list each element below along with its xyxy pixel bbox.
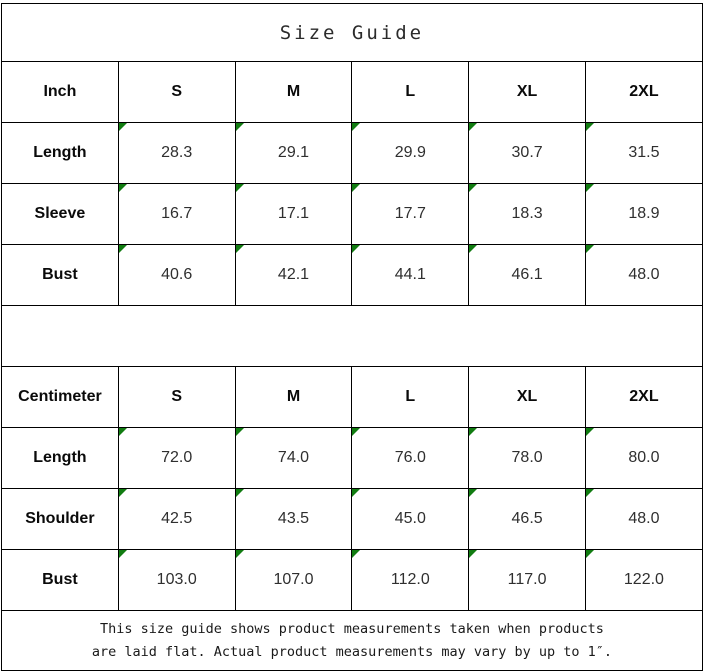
inch-bust-s: 40.6 [117, 244, 236, 306]
cm-length-2xl: 80.0 [584, 427, 703, 489]
table-row: Bust 103.0 107.0 112.0 117.0 122.0 [1, 549, 703, 611]
cm-shoulder-m: 43.5 [234, 488, 353, 550]
cm-length-l: 76.0 [351, 427, 470, 489]
inch-length-2xl: 31.5 [584, 122, 703, 184]
cm-size-header-s: S [117, 366, 236, 428]
cm-row-label-bust: Bust [1, 549, 119, 611]
inch-size-header-l: L [351, 61, 470, 123]
cm-size-header-2xl: 2XL [584, 366, 703, 428]
table-row: Bust 40.6 42.1 44.1 46.1 48.0 [1, 244, 703, 306]
inch-sleeve-l: 17.7 [351, 183, 470, 245]
inch-size-header-s: S [117, 61, 236, 123]
inch-bust-xl: 46.1 [468, 244, 586, 306]
cm-shoulder-l: 45.0 [351, 488, 470, 550]
inch-sleeve-xl: 18.3 [468, 183, 586, 245]
inch-size-header-xl: XL [468, 61, 586, 123]
cm-bust-xl: 117.0 [468, 549, 586, 611]
cm-length-xl: 78.0 [468, 427, 586, 489]
inch-length-m: 29.1 [234, 122, 353, 184]
inch-header-row: Inch S M L XL 2XL [1, 61, 703, 123]
inch-row-label-bust: Bust [1, 244, 119, 306]
cm-length-s: 72.0 [117, 427, 236, 489]
note-line-1: This size guide shows product measuremen… [99, 621, 604, 638]
table-row: Shoulder 42.5 43.5 45.0 46.5 48.0 [1, 488, 703, 550]
cm-size-header-l: L [351, 366, 470, 428]
cm-bust-s: 103.0 [117, 549, 236, 611]
size-guide-note: This size guide shows product measuremen… [1, 610, 703, 671]
inch-bust-2xl: 48.0 [584, 244, 703, 306]
inch-sleeve-s: 16.7 [117, 183, 236, 245]
inch-size-header-2xl: 2XL [584, 61, 703, 123]
inch-unit-header: Inch [1, 61, 119, 123]
inch-length-s: 28.3 [117, 122, 236, 184]
cm-size-header-m: M [234, 366, 353, 428]
inch-row-label-length: Length [1, 122, 119, 184]
cm-row-label-length: Length [1, 427, 119, 489]
size-guide-panel: Size Guide Inch S M L XL 2XL Length 28.3… [0, 3, 704, 671]
centimeter-header-row: Centimeter S M L XL 2XL [1, 366, 703, 428]
inch-length-l: 29.9 [351, 122, 470, 184]
note-row: This size guide shows product measuremen… [1, 610, 703, 671]
page-title: Size Guide [1, 3, 703, 62]
inch-sleeve-m: 17.1 [234, 183, 353, 245]
note-line-2: are laid flat. Actual product measuremen… [91, 643, 613, 660]
inch-size-header-m: M [234, 61, 353, 123]
cm-row-label-shoulder: Shoulder [1, 488, 119, 550]
size-guide-table: Size Guide Inch S M L XL 2XL Length 28.3… [1, 3, 703, 671]
inch-sleeve-2xl: 18.9 [584, 183, 703, 245]
cm-length-m: 74.0 [234, 427, 353, 489]
inch-length-xl: 30.7 [468, 122, 586, 184]
table-row: Length 28.3 29.1 29.9 30.7 31.5 [1, 122, 703, 184]
table-spacer [1, 305, 703, 367]
inch-bust-m: 42.1 [234, 244, 353, 306]
title-row: Size Guide [1, 3, 703, 62]
inch-row-label-sleeve: Sleeve [1, 183, 119, 245]
inch-bust-l: 44.1 [351, 244, 470, 306]
cm-bust-l: 112.0 [351, 549, 470, 611]
centimeter-unit-header: Centimeter [1, 366, 119, 428]
cm-bust-2xl: 122.0 [584, 549, 703, 611]
cm-shoulder-s: 42.5 [117, 488, 236, 550]
spacer-row [1, 305, 703, 367]
cm-bust-m: 107.0 [234, 549, 353, 611]
table-row: Length 72.0 74.0 76.0 78.0 80.0 [1, 427, 703, 489]
table-row: Sleeve 16.7 17.1 17.7 18.3 18.9 [1, 183, 703, 245]
cm-shoulder-xl: 46.5 [468, 488, 586, 550]
cm-size-header-xl: XL [468, 366, 586, 428]
cm-shoulder-2xl: 48.0 [584, 488, 703, 550]
